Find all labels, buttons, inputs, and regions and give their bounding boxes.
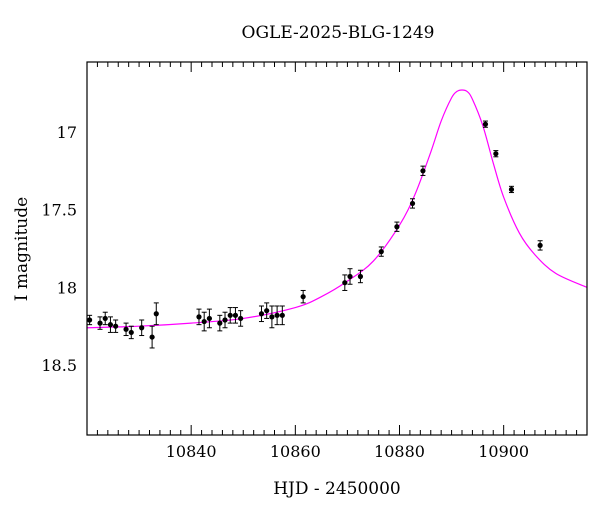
axis-ticks xyxy=(96,62,588,435)
data-point xyxy=(342,280,348,286)
plot-area xyxy=(87,89,587,349)
y-tick-label: 17 xyxy=(57,123,77,142)
data-point xyxy=(217,320,223,326)
data-point xyxy=(300,294,306,300)
x-tick-label: 10840 xyxy=(166,442,217,461)
data-point xyxy=(394,224,400,230)
data-point xyxy=(269,314,275,320)
tick-labels: 10840 10860 10880 10900 17 17.5 18 18.5 xyxy=(41,123,529,461)
data-point xyxy=(347,273,353,280)
data-point xyxy=(102,315,108,322)
data-point xyxy=(206,315,212,322)
data-point xyxy=(232,312,239,318)
data-point xyxy=(153,311,159,317)
data-point xyxy=(113,323,119,329)
x-tick-label: 10860 xyxy=(270,442,321,461)
data-point xyxy=(357,273,364,280)
y-tick-label: 18 xyxy=(57,278,77,297)
x-tick-label: 10900 xyxy=(478,442,529,461)
data-point xyxy=(537,242,543,248)
data-point xyxy=(238,315,244,322)
data-point xyxy=(97,320,103,326)
plot-frame xyxy=(86,61,588,436)
data-point xyxy=(508,186,515,193)
chart-title: OGLE-2025-BLG-1249 xyxy=(242,23,435,43)
data-point xyxy=(258,311,265,317)
data-point xyxy=(87,317,93,323)
data-point xyxy=(128,329,134,336)
data-point xyxy=(227,312,233,318)
data-point xyxy=(222,317,228,323)
data-point xyxy=(482,121,489,127)
data-point xyxy=(123,326,129,332)
y-tick-label: 18.5 xyxy=(41,356,77,375)
data-point xyxy=(201,318,207,325)
model-curve xyxy=(87,89,587,329)
data-point xyxy=(420,168,426,174)
data-point xyxy=(378,249,384,255)
data-point xyxy=(493,151,499,157)
x-tick-label: 10880 xyxy=(374,442,425,461)
x-axis-label: HJD - 2450000 xyxy=(273,479,401,499)
y-tick-label: 17.5 xyxy=(41,201,77,220)
data-point xyxy=(149,334,155,340)
data-point xyxy=(196,314,202,320)
data-point xyxy=(274,312,280,318)
data-point xyxy=(279,312,285,318)
data-point xyxy=(409,200,416,207)
data-point xyxy=(264,308,270,314)
data-point xyxy=(139,325,145,331)
y-axis-label: I magnitude xyxy=(12,197,32,301)
data-point xyxy=(107,322,114,328)
